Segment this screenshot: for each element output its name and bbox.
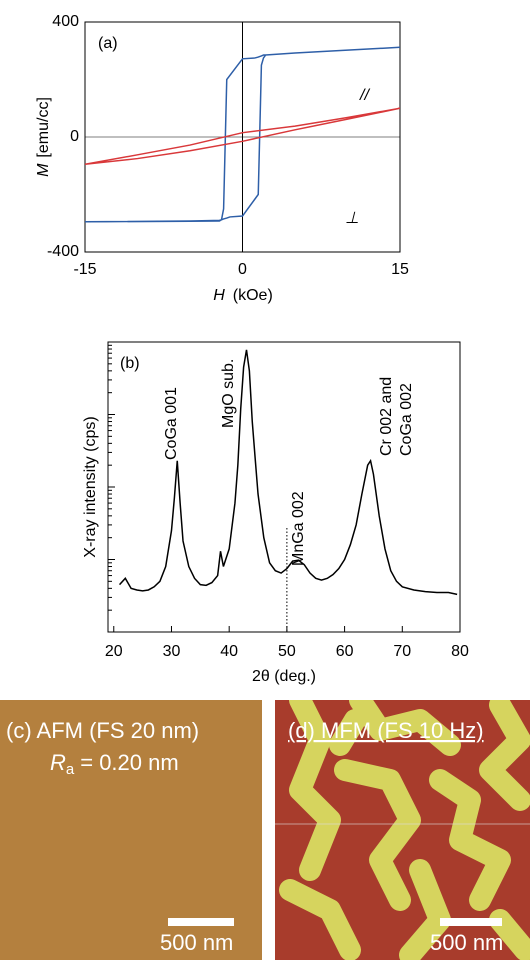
y-label-symbol: M <box>35 163 52 177</box>
roughness: Ra = 0.20 nm <box>50 750 179 778</box>
x-tick-label: 60 <box>336 643 354 660</box>
image-label: (c) AFM (FS 20 nm) <box>6 718 199 743</box>
peak-label: Cr 002 and <box>378 377 395 456</box>
x-tick-label: 30 <box>163 643 181 660</box>
image-label: (d) MFM (FS 10 Hz) <box>288 718 484 743</box>
afm-image <box>0 700 262 960</box>
x-tick-label: 0 <box>238 261 247 278</box>
y-axis-label: X-ray intensity (cps) <box>82 416 99 557</box>
x-label-unit: (kOe) <box>233 287 273 304</box>
data-line <box>118 349 458 596</box>
x-axis-label: 2θ (deg.) <box>252 668 316 685</box>
scale-label: 500 nm <box>430 930 503 955</box>
y-axis-label: M [emu/cc] <box>35 97 52 177</box>
y-tick-label: 400 <box>52 13 79 30</box>
afm-shade <box>0 700 262 960</box>
peak-label: MgO sub. <box>220 359 237 428</box>
data-line <box>85 107 400 166</box>
peak-label: CoGa 001 <box>163 387 180 460</box>
panel-label: (b) <box>120 355 140 372</box>
x-axis-label: H (kOe) <box>213 287 273 304</box>
y-tick-label: 0 <box>70 128 79 145</box>
x-tick-label: 20 <box>105 643 123 660</box>
x-tick-label: 70 <box>393 643 411 660</box>
y-label-unit: [emu/cc] <box>35 97 52 157</box>
x-tick-label: 50 <box>278 643 296 660</box>
x-tick-label: 15 <box>391 261 409 278</box>
scale-bar <box>440 918 502 926</box>
series-label: // <box>359 87 370 104</box>
x-tick-label: 40 <box>220 643 238 660</box>
roughness-sub: a <box>66 761 75 778</box>
x-tick-label: -15 <box>73 261 96 278</box>
x-label-symbol: H <box>213 287 225 304</box>
peak-label: CoGa 002 <box>398 383 415 456</box>
scale-bar <box>168 918 234 926</box>
peak-label: MnGa 002 <box>290 491 307 566</box>
x-tick-label: 80 <box>451 643 469 660</box>
roughness-value: = 0.20 nm <box>80 750 178 775</box>
panel-label: (a) <box>98 35 118 52</box>
data-line <box>85 46 400 223</box>
series-label: ⊥ <box>345 210 359 227</box>
y-tick-label: -400 <box>47 243 79 260</box>
roughness-symbol: R <box>50 750 66 775</box>
scale-label: 500 nm <box>160 930 233 955</box>
